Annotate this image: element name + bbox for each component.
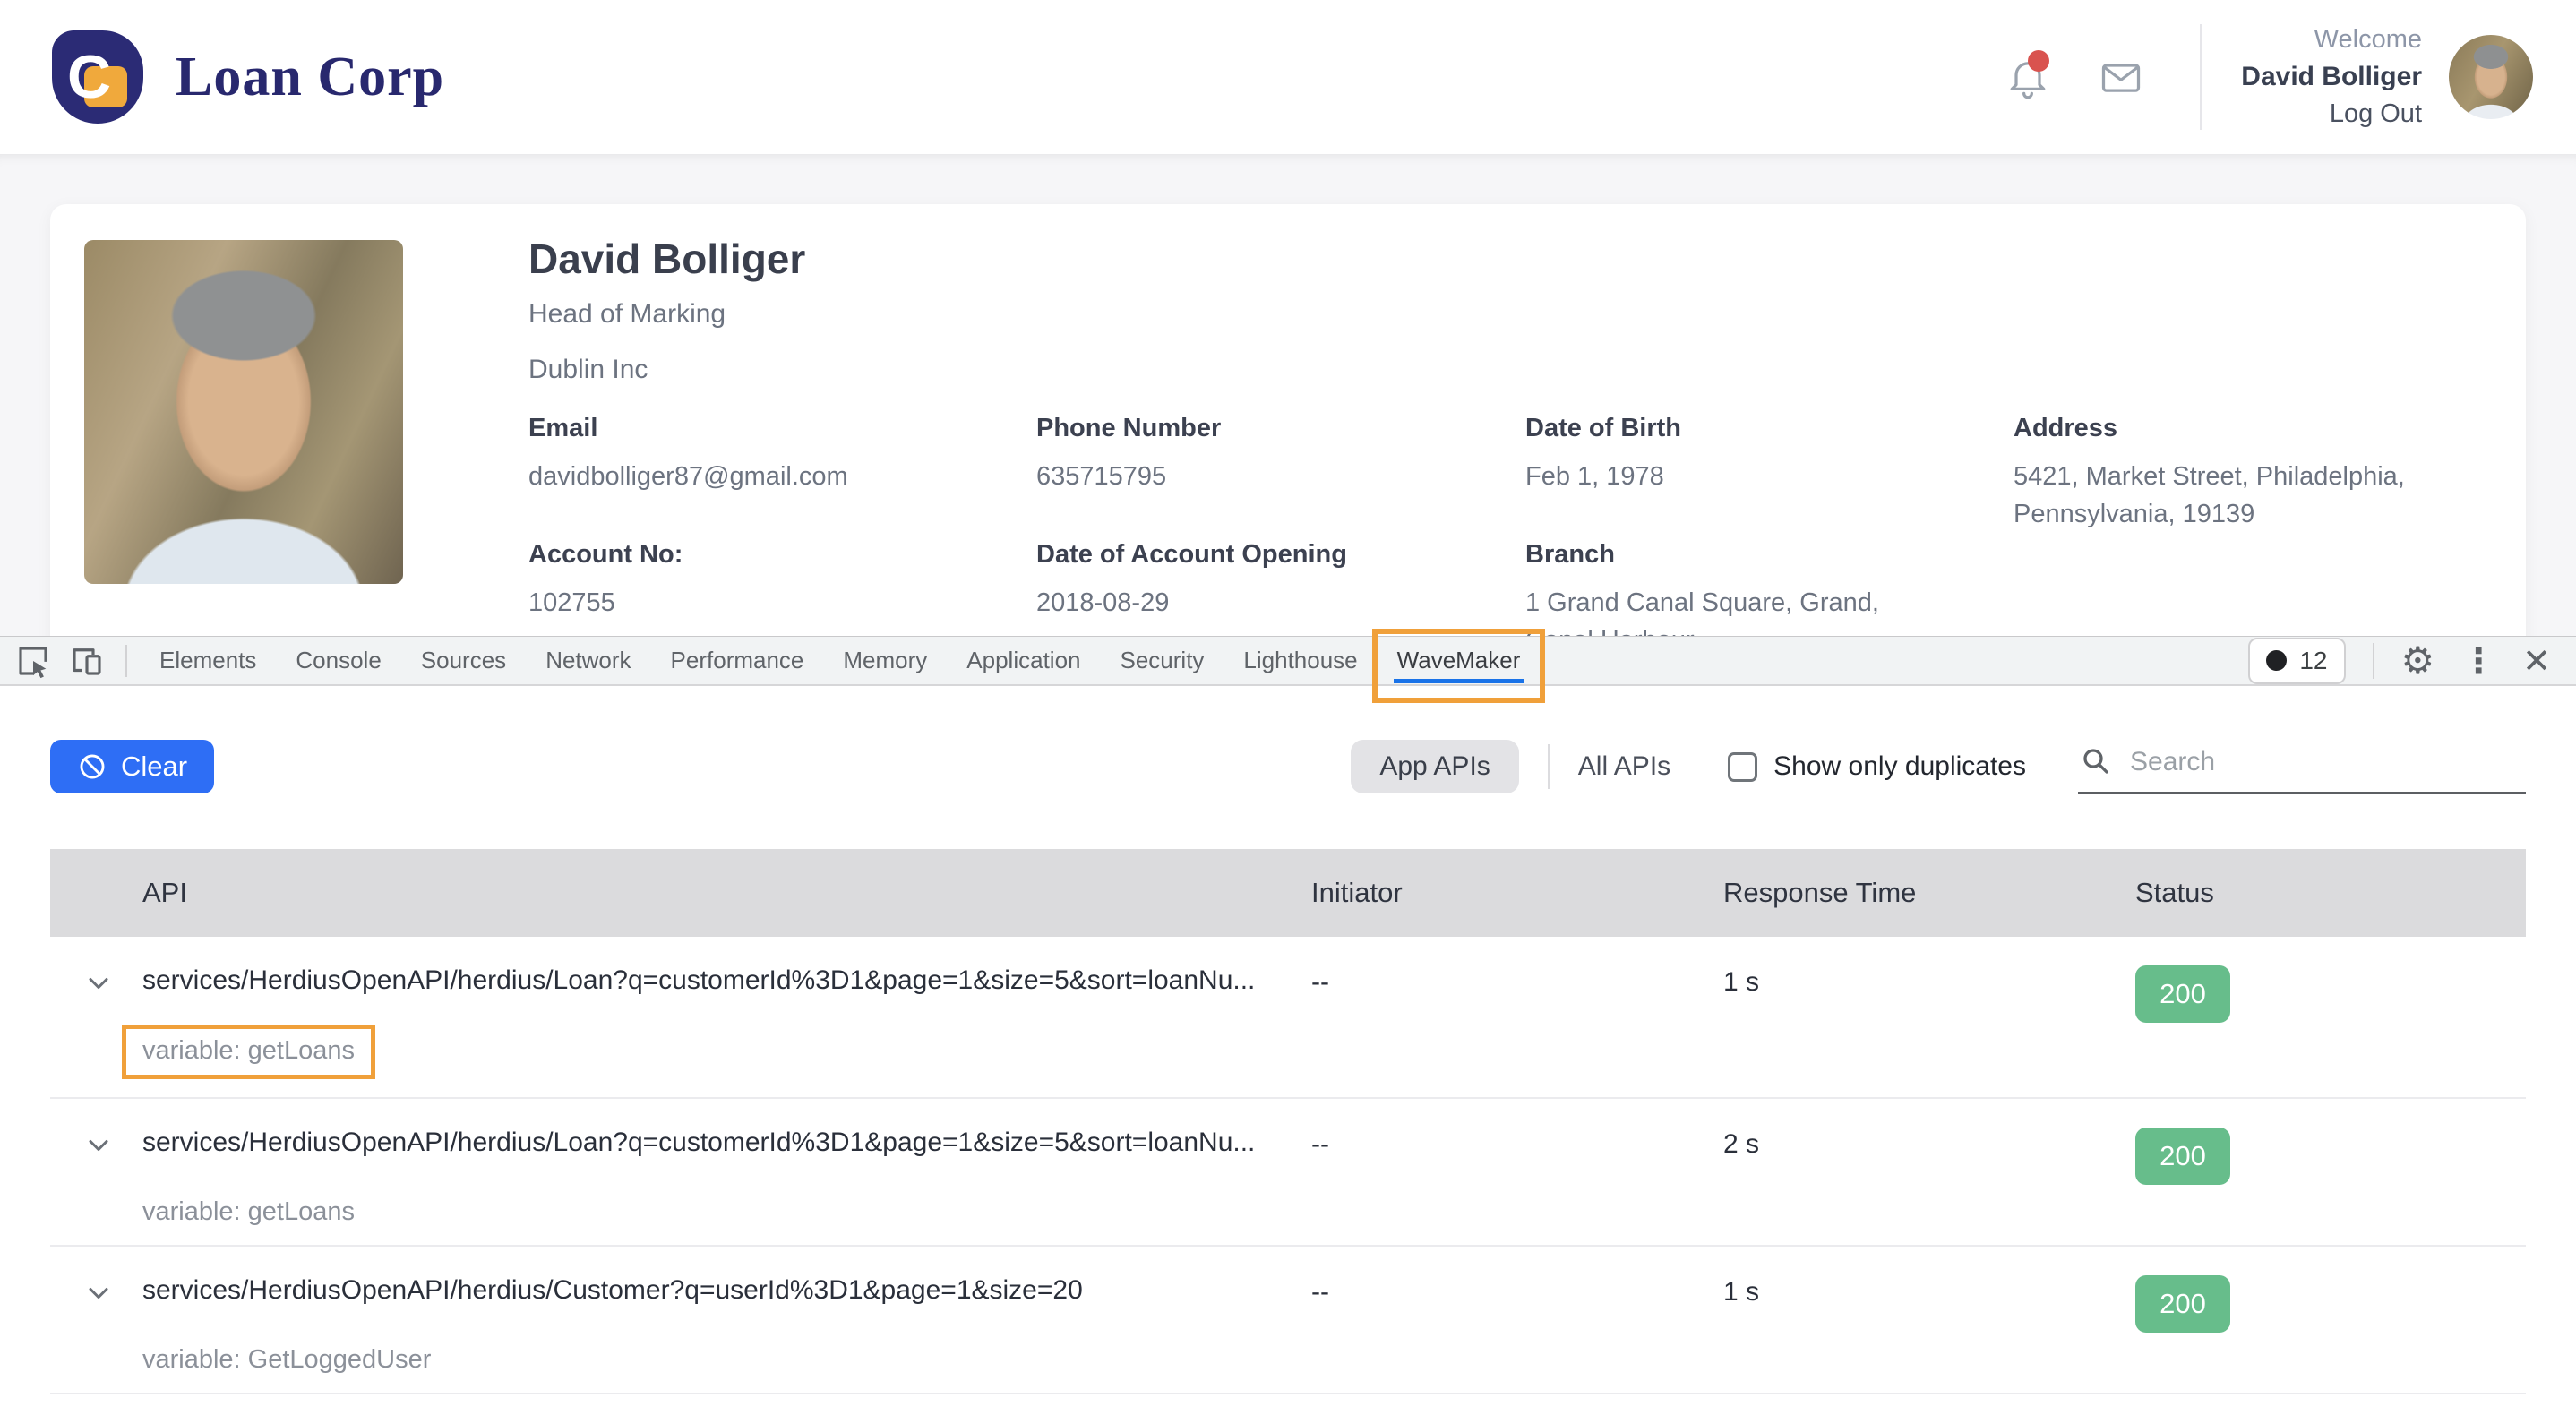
page-background: David Bolliger Head of Marking Dublin In…: [0, 154, 2576, 636]
notifications-bell-icon[interactable]: [2005, 50, 2051, 100]
api-initiator: --: [1311, 967, 1329, 997]
tab-network[interactable]: Network: [545, 647, 631, 673]
tab-security[interactable]: Security: [1120, 647, 1205, 673]
api-variable: variable: getLoans: [122, 1025, 375, 1079]
tabbar-controls: 12 ⚙ ⋮ ✕: [2248, 637, 2576, 684]
tab-performance[interactable]: Performance: [670, 647, 804, 673]
api-initiator: --: [1311, 1277, 1329, 1307]
close-icon[interactable]: ✕: [2522, 640, 2551, 681]
api-url: services/HerdiusOpenAPI/herdius/Loan?q=c…: [142, 965, 1256, 995]
api-initiator: --: [1311, 1129, 1329, 1159]
search-box: [2078, 739, 2526, 794]
api-table-header: API Initiator Response Time Status: [50, 849, 2526, 937]
settings-gear-icon[interactable]: ⚙: [2400, 638, 2435, 682]
devtools-panel: Elements Console Sources Network Performance…: [0, 629, 2576, 1415]
profile-card: David Bolliger Head of Marking Dublin In…: [50, 204, 2526, 636]
tab-application[interactable]: Application: [966, 647, 1081, 673]
table-row[interactable]: services/HerdiusOpenAPI/herdius/Loan?q=c…: [50, 937, 2526, 1099]
issues-dot-icon: [2266, 650, 2288, 671]
all-apis-toggle[interactable]: All APIs: [1577, 751, 1671, 781]
tab-elements[interactable]: Elements: [159, 647, 257, 673]
profile-name: David Bolliger: [528, 236, 806, 282]
search-icon: [2083, 748, 2108, 774]
field-dob: Date of Birth Feb 1, 1978: [1525, 414, 1681, 491]
chevron-down-icon[interactable]: [82, 967, 115, 999]
profile-company: Dublin Inc: [528, 355, 648, 384]
show-duplicates-checkbox[interactable]: [1728, 751, 1758, 782]
chevron-down-icon[interactable]: [82, 1277, 115, 1309]
status-badge: 200: [2135, 965, 2230, 1023]
clear-button[interactable]: Clear: [50, 740, 215, 793]
tabbar-divider: [125, 644, 127, 677]
header-divider: [2200, 24, 2202, 130]
header-user-name: David Bolliger: [2241, 61, 2422, 91]
device-toolbar-icon[interactable]: [68, 642, 106, 680]
welcome-text: Welcome: [2314, 24, 2422, 54]
field-email: Email davidbolliger87@gmail.com: [528, 414, 848, 491]
tab-memory[interactable]: Memory: [843, 647, 928, 673]
field-phone: Phone Number 635715795: [1036, 414, 1222, 491]
mail-icon[interactable]: [2098, 54, 2144, 100]
chevron-down-icon[interactable]: [82, 1129, 115, 1162]
status-badge: 200: [2135, 1128, 2230, 1185]
devtools-tabbar: Elements Console Sources Network Performance…: [0, 629, 2576, 703]
header-actions: Welcome David Bolliger Log Out: [2005, 21, 2533, 133]
status-badge: 200: [2135, 1275, 2230, 1333]
col-response-time: Response Time: [1723, 877, 1917, 908]
logout-link[interactable]: Log Out: [2329, 99, 2422, 129]
brand-logo[interactable]: C Loan Corp: [52, 30, 444, 124]
wavemaker-toolbar: Clear App APIs All APIs Show only duplic…: [0, 739, 2576, 794]
api-url: services/HerdiusOpenAPI/herdius/Customer…: [142, 1275, 1083, 1305]
tab-sources[interactable]: Sources: [420, 647, 507, 673]
kebab-menu-icon[interactable]: ⋮: [2461, 640, 2496, 681]
api-url: services/HerdiusOpenAPI/herdius/Loan?q=c…: [142, 1128, 1256, 1157]
show-duplicates-label: Show only duplicates: [1773, 751, 2026, 781]
table-row[interactable]: services/HerdiusOpenAPI/herdius/Loan?q=c…: [50, 1099, 2526, 1247]
api-table: API Initiator Response Time Status servi…: [50, 849, 2526, 1415]
devtools-tabs: Elements Console Sources Network Performance…: [140, 629, 1546, 703]
search-input[interactable]: [2078, 739, 2526, 794]
user-avatar[interactable]: [2449, 35, 2533, 119]
tab-lighthouse[interactable]: Lighthouse: [1243, 647, 1358, 673]
api-response-time: 1 s: [1723, 967, 1760, 997]
show-duplicates-control: Show only duplicates: [1728, 751, 2026, 782]
field-account-no: Account No: 102755: [528, 540, 683, 618]
api-variable: variable: getLoans: [142, 1197, 355, 1226]
field-address: Address 5421, Market Street, Philadelphi…: [2014, 414, 2405, 529]
api-response-time: 1 s: [1723, 1277, 1760, 1307]
api-table-body: services/HerdiusOpenAPI/herdius/Loan?q=c…: [50, 937, 2526, 1415]
profile-job-title: Head of Marking: [528, 299, 726, 329]
api-variable: variable: GetLoggedUser: [142, 1345, 432, 1374]
inspect-element-icon[interactable]: [14, 642, 52, 680]
col-api: API: [142, 877, 187, 908]
app-header: C Loan Corp Welcome David Bolliger Log O…: [0, 0, 2576, 154]
loan-corp-logo-icon: C: [52, 30, 143, 124]
table-row[interactable]: services/HerdiusOpenAPI/herdius/Customer…: [50, 1247, 2526, 1394]
ban-icon: [80, 754, 105, 779]
api-response-time: 2 s: [1723, 1129, 1760, 1159]
profile-fields-grid: Email davidbolliger87@gmail.com Account …: [528, 414, 2494, 636]
app-apis-toggle[interactable]: App APIs: [1351, 740, 1519, 793]
field-account-opening: Date of Account Opening 2018-08-29: [1036, 540, 1347, 618]
issues-count: 12: [2299, 646, 2328, 674]
tab-console[interactable]: Console: [296, 647, 382, 673]
table-row[interactable]: services/HerdiusOpenAPI/herdius/Relation…: [50, 1394, 2526, 1415]
issues-badge[interactable]: 12: [2248, 637, 2346, 684]
notification-dot: [2028, 50, 2050, 72]
tab-wavemaker[interactable]: WaveMaker: [1371, 629, 1546, 703]
col-status: Status: [2135, 877, 2214, 908]
brand-name: Loan Corp: [176, 46, 445, 107]
field-branch: Branch 1 Grand Canal Square, Grand, Cana…: [1525, 540, 1879, 636]
col-initiator: Initiator: [1311, 877, 1403, 908]
welcome-block: Welcome David Bolliger Log Out: [2241, 21, 2422, 133]
profile-photo: [84, 240, 403, 584]
